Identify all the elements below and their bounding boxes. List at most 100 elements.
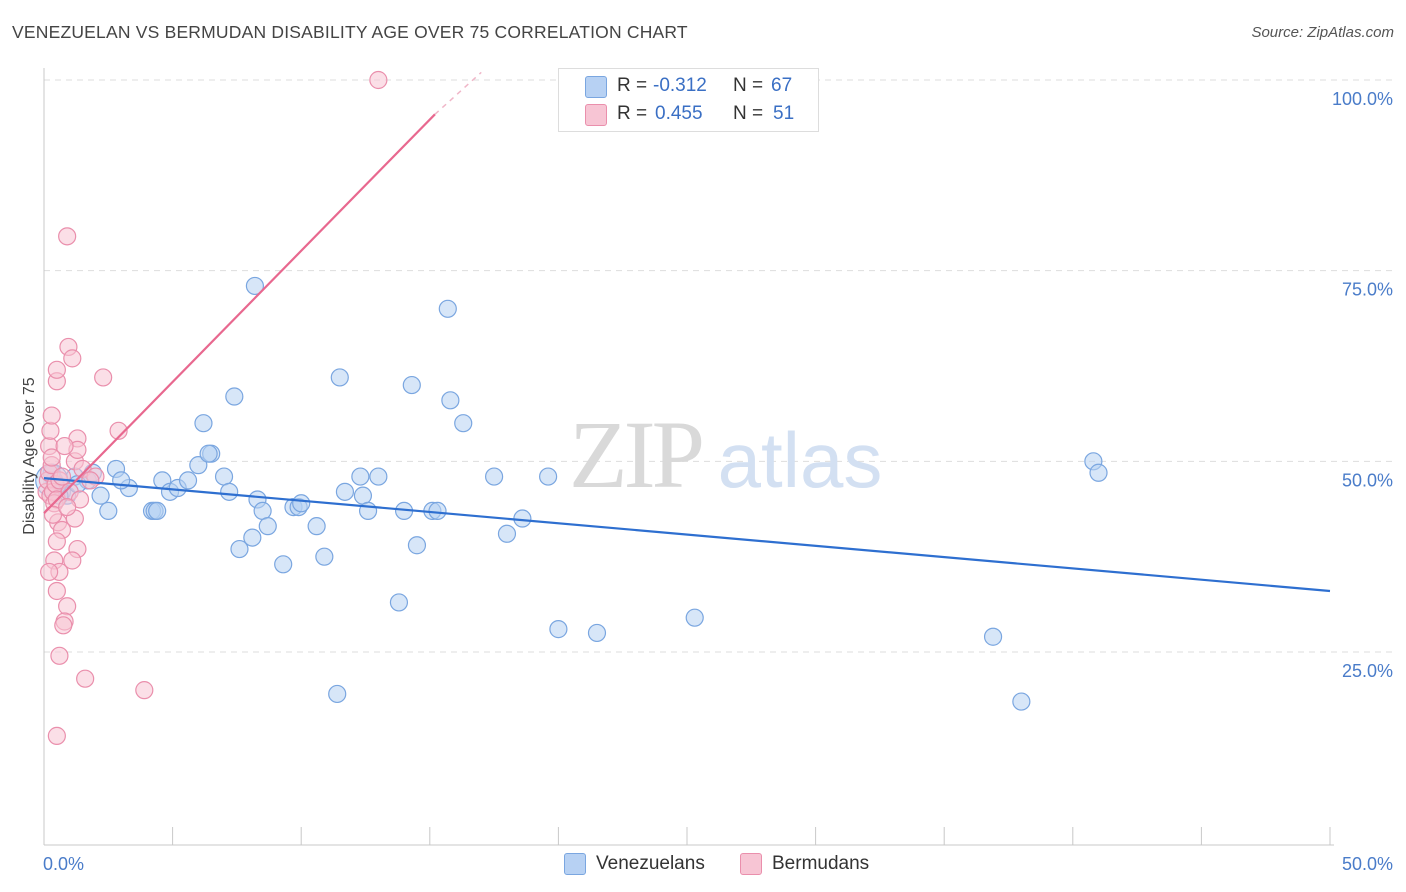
legend-r-value: 0.455 bbox=[655, 103, 703, 124]
grid-lines bbox=[44, 79, 1395, 653]
point-bermudan bbox=[58, 497, 77, 517]
point-venezuelan bbox=[243, 528, 262, 547]
point-bermudan bbox=[94, 368, 113, 387]
stats-legend: R = -0.312 N = 67 R = 0.455 N = 51 bbox=[558, 68, 819, 132]
point-bermudan bbox=[43, 505, 63, 524]
legend-r-value: -0.312 bbox=[653, 75, 707, 96]
point-bermudan bbox=[50, 646, 69, 665]
series-venezuelans bbox=[35, 276, 1108, 711]
point-venezuelan bbox=[685, 608, 704, 627]
point-venezuelan bbox=[402, 375, 421, 395]
y-tick-label: 100.0% bbox=[1332, 89, 1393, 109]
point-venezuelan bbox=[328, 684, 347, 704]
watermark: ZIP atlas bbox=[569, 401, 882, 508]
trend-lines bbox=[43, 71, 1331, 593]
point-bermudan bbox=[135, 681, 154, 700]
trend-line-venezuelans bbox=[43, 477, 1331, 593]
point-venezuelan bbox=[441, 391, 460, 410]
point-bermudan bbox=[109, 421, 128, 440]
point-venezuelan bbox=[253, 501, 272, 521]
point-bermudan bbox=[40, 562, 59, 582]
point-venezuelan bbox=[199, 444, 218, 463]
legend-label-bermudans: Bermudans bbox=[772, 853, 870, 874]
point-bermudan bbox=[47, 532, 66, 551]
point-venezuelan bbox=[189, 456, 208, 475]
trend-line-extension bbox=[434, 71, 482, 115]
point-venezuelan bbox=[353, 486, 373, 505]
legend-swatch-pink bbox=[740, 853, 762, 875]
legend-label-venezuelans: Venezuelans bbox=[596, 853, 705, 874]
legend-swatch-blue bbox=[564, 853, 586, 875]
point-venezuelan bbox=[91, 486, 110, 505]
point-bermudan bbox=[47, 726, 66, 745]
point-venezuelan bbox=[428, 501, 447, 521]
point-venezuelan bbox=[258, 517, 277, 536]
point-bermudan bbox=[76, 669, 95, 688]
trend-line-bermudans bbox=[43, 113, 436, 514]
point-venezuelan bbox=[315, 547, 334, 566]
point-venezuelan bbox=[220, 482, 239, 501]
y-tick-label: 75.0% bbox=[1342, 280, 1393, 300]
legend-swatch-pink bbox=[585, 104, 607, 126]
legend-n-value: 67 bbox=[771, 75, 793, 96]
point-bermudan bbox=[47, 360, 66, 379]
point-venezuelan bbox=[539, 467, 558, 486]
point-venezuelan bbox=[351, 467, 370, 486]
point-bermudan bbox=[58, 597, 77, 616]
point-venezuelan bbox=[230, 539, 249, 559]
point-venezuelan bbox=[148, 501, 167, 521]
point-venezuelan bbox=[1012, 692, 1031, 711]
y-axis-label: Disability Age Over 75 bbox=[21, 377, 38, 535]
x-tick-label: 0.0% bbox=[43, 854, 84, 874]
legend-swatch-blue bbox=[585, 76, 607, 98]
legend-n-label: N = bbox=[733, 75, 764, 96]
point-venezuelan bbox=[335, 482, 355, 501]
chart-source: Source: ZipAtlas.com bbox=[1251, 24, 1394, 41]
point-venezuelan bbox=[99, 501, 118, 521]
point-bermudan bbox=[41, 421, 60, 440]
point-venezuelan bbox=[214, 467, 234, 486]
point-venezuelan bbox=[497, 524, 517, 543]
point-bermudan bbox=[52, 467, 72, 486]
point-venezuelan bbox=[194, 414, 213, 433]
point-bermudan bbox=[369, 70, 388, 90]
tick-labels: 25.0% 50.0% 75.0% 100.0% 0.0% 50.0% bbox=[43, 89, 1393, 874]
point-bermudan bbox=[55, 436, 74, 456]
y-tick-label: 25.0% bbox=[1342, 661, 1393, 681]
point-bermudan bbox=[63, 349, 82, 368]
legend-r-label: R = bbox=[617, 103, 648, 124]
point-venezuelan bbox=[369, 467, 388, 486]
point-venezuelan bbox=[438, 299, 457, 318]
point-venezuelan bbox=[389, 593, 409, 612]
point-bermudan bbox=[54, 616, 73, 635]
y-tick-label: 50.0% bbox=[1342, 470, 1393, 490]
legend-n-label: N = bbox=[733, 103, 764, 124]
point-bermudan bbox=[81, 471, 100, 490]
point-venezuelan bbox=[178, 471, 198, 490]
legend-r-label: R = bbox=[617, 75, 648, 96]
point-bermudan bbox=[58, 227, 77, 246]
point-venezuelan bbox=[587, 623, 607, 643]
chart-title: VENEZUELAN VS BERMUDAN DISABILITY AGE OV… bbox=[12, 22, 688, 42]
point-bermudan bbox=[42, 406, 61, 425]
point-bermudan bbox=[42, 448, 61, 467]
point-venezuelan bbox=[245, 276, 265, 296]
point-venezuelan bbox=[292, 494, 311, 513]
point-venezuelan bbox=[330, 368, 349, 387]
point-venezuelan bbox=[407, 536, 427, 555]
legend-n-value: 51 bbox=[773, 103, 795, 124]
point-venezuelan bbox=[307, 517, 326, 536]
point-venezuelan bbox=[485, 467, 504, 486]
point-bermudan bbox=[63, 551, 82, 570]
point-venezuelan bbox=[549, 620, 568, 639]
series-bermudans bbox=[37, 70, 388, 745]
point-venezuelan bbox=[274, 555, 293, 574]
point-bermudan bbox=[47, 581, 66, 601]
point-venezuelan bbox=[983, 627, 1003, 646]
point-venezuelan bbox=[225, 387, 244, 406]
watermark-zip: ZIP bbox=[569, 401, 702, 508]
x-tick-label: 50.0% bbox=[1342, 854, 1393, 874]
point-venezuelan bbox=[454, 414, 473, 433]
point-venezuelan bbox=[1089, 463, 1108, 482]
